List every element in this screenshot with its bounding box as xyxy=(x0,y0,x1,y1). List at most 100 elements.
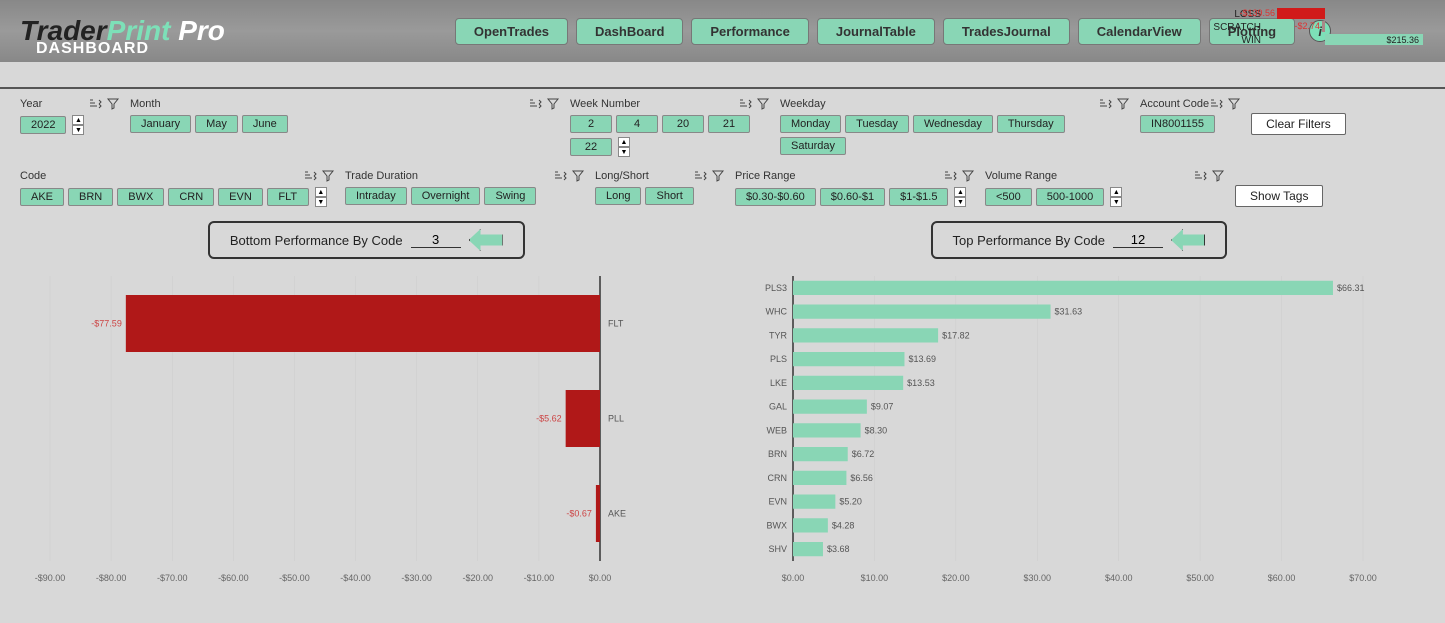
top-chart-count-input[interactable] xyxy=(1113,232,1163,248)
filter-chip[interactable]: <500 xyxy=(985,188,1032,206)
summary-bar xyxy=(1277,8,1325,19)
nav-performance[interactable]: Performance xyxy=(691,18,808,45)
filter-icon[interactable] xyxy=(321,169,335,183)
filter-chip[interactable]: Long xyxy=(595,187,641,205)
filter-label: Year xyxy=(20,98,42,110)
bottom-chart-title: Bottom Performance By Code xyxy=(230,233,403,248)
svg-text:TYR: TYR xyxy=(769,330,788,340)
filter-chip[interactable]: Swing xyxy=(484,187,536,205)
sort-icon[interactable] xyxy=(738,97,752,111)
spin-up-icon[interactable]: ▲ xyxy=(618,137,630,147)
nav-dashboard[interactable]: DashBoard xyxy=(576,18,683,45)
spin-down-icon[interactable]: ▼ xyxy=(72,125,84,135)
svg-text:$0.00: $0.00 xyxy=(589,573,612,583)
nav-tradesjournal[interactable]: TradesJournal xyxy=(943,18,1070,45)
clear-filters-button[interactable]: Clear Filters xyxy=(1251,113,1346,135)
spin-down-icon[interactable]: ▼ xyxy=(618,147,630,157)
svg-text:-$20.00: -$20.00 xyxy=(463,573,494,583)
filter-label: Month xyxy=(130,98,161,110)
filter-chip[interactable]: $0.60-$1 xyxy=(820,188,885,206)
spin-down-icon[interactable]: ▼ xyxy=(1110,197,1122,207)
filter-chip[interactable]: Monday xyxy=(780,115,841,133)
top-chart-title: Top Performance By Code xyxy=(953,233,1105,248)
filter-chip[interactable]: BRN xyxy=(68,188,113,206)
filter-duration: Trade Duration IntradayOvernightSwing xyxy=(345,169,585,205)
filter-chip[interactable]: January xyxy=(130,115,191,133)
filter-icon[interactable] xyxy=(1211,169,1225,183)
filter-chip[interactable]: BWX xyxy=(117,188,164,206)
apply-top-icon[interactable] xyxy=(1171,229,1205,251)
filter-chip[interactable]: Wednesday xyxy=(913,115,993,133)
filter-chip[interactable]: Overnight xyxy=(411,187,481,205)
filter-label: Volume Range xyxy=(985,170,1057,182)
filter-chip[interactable]: June xyxy=(242,115,288,133)
filter-chip[interactable]: Tuesday xyxy=(845,115,909,133)
filter-chip[interactable]: Saturday xyxy=(780,137,846,155)
show-tags-button[interactable]: Show Tags xyxy=(1235,185,1323,207)
filter-chip[interactable]: 500-1000 xyxy=(1036,188,1105,206)
nav-opentrades[interactable]: OpenTrades xyxy=(455,18,568,45)
nav-calendarview[interactable]: CalendarView xyxy=(1078,18,1201,45)
bottom-chart-count-input[interactable] xyxy=(411,232,461,248)
filter-icon[interactable] xyxy=(1116,97,1130,111)
sort-icon[interactable] xyxy=(1209,97,1223,111)
sort-icon[interactable] xyxy=(88,97,102,111)
svg-text:$10.00: $10.00 xyxy=(860,573,888,583)
filter-chip[interactable]: 2 xyxy=(570,115,612,133)
filter-icon[interactable] xyxy=(571,169,585,183)
sort-icon[interactable] xyxy=(943,169,957,183)
svg-text:$5.20: $5.20 xyxy=(839,497,862,507)
filter-icon[interactable] xyxy=(106,97,120,111)
svg-text:$50.00: $50.00 xyxy=(1186,573,1214,583)
filter-chip[interactable]: 22 xyxy=(570,138,612,156)
filter-chip[interactable]: 2022 xyxy=(20,116,66,134)
sort-icon[interactable] xyxy=(528,97,542,111)
summary-bar: $215.36 xyxy=(1325,34,1423,45)
filter-chip[interactable]: May xyxy=(195,115,238,133)
svg-text:$0.00: $0.00 xyxy=(781,573,804,583)
svg-text:BWX: BWX xyxy=(766,520,787,530)
sort-icon[interactable] xyxy=(693,169,707,183)
filter-chip[interactable]: $1-$1.5 xyxy=(889,188,948,206)
filter-chip[interactable]: 20 xyxy=(662,115,704,133)
top-chart-panel: Top Performance By Code PLS3$66.31WHC$31… xyxy=(733,221,1426,596)
filter-chip[interactable]: Intraday xyxy=(345,187,407,205)
filter-icon[interactable] xyxy=(546,97,560,111)
sort-icon[interactable] xyxy=(1193,169,1207,183)
bottom-chart: FLT-$77.59PLL-$5.62AKE-$0.67-$90.00-$80.… xyxy=(20,271,713,596)
svg-text:$20.00: $20.00 xyxy=(942,573,970,583)
filter-chip[interactable]: Thursday xyxy=(997,115,1065,133)
apply-bottom-icon[interactable] xyxy=(469,229,503,251)
spin-down-icon[interactable]: ▼ xyxy=(954,197,966,207)
svg-text:-$30.00: -$30.00 xyxy=(401,573,432,583)
svg-text:EVN: EVN xyxy=(768,497,787,507)
filter-chip[interactable]: 21 xyxy=(708,115,750,133)
filter-icon[interactable] xyxy=(711,169,725,183)
spin-up-icon[interactable]: ▲ xyxy=(954,187,966,197)
filter-label: Trade Duration xyxy=(345,170,418,182)
filter-chip[interactable]: EVN xyxy=(218,188,263,206)
svg-text:$4.28: $4.28 xyxy=(831,520,854,530)
svg-text:AKE: AKE xyxy=(608,509,626,519)
filter-icon[interactable] xyxy=(756,97,770,111)
sort-icon[interactable] xyxy=(553,169,567,183)
filter-chip[interactable]: IN8001155 xyxy=(1140,115,1215,133)
filter-icon[interactable] xyxy=(1227,97,1241,111)
spin-up-icon[interactable]: ▲ xyxy=(1110,187,1122,197)
spin-down-icon[interactable]: ▼ xyxy=(315,197,327,207)
filter-month: Month JanuaryMayJune xyxy=(130,97,560,133)
filter-chip[interactable]: 4 xyxy=(616,115,658,133)
filter-chip[interactable]: Short xyxy=(645,187,693,205)
spin-up-icon[interactable]: ▲ xyxy=(315,187,327,197)
filter-icon[interactable] xyxy=(961,169,975,183)
filter-chip[interactable]: AKE xyxy=(20,188,64,206)
filter-week: Week Number24202122▲▼ xyxy=(570,97,770,157)
filter-chip[interactable]: CRN xyxy=(168,188,214,206)
nav-journaltable[interactable]: JournalTable xyxy=(817,18,935,45)
spin-up-icon[interactable]: ▲ xyxy=(72,115,84,125)
sort-icon[interactable] xyxy=(303,169,317,183)
filter-chip[interactable]: FLT xyxy=(267,188,309,206)
sort-icon[interactable] xyxy=(1098,97,1112,111)
svg-text:-$5.62: -$5.62 xyxy=(536,414,562,424)
filter-chip[interactable]: $0.30-$0.60 xyxy=(735,188,816,206)
